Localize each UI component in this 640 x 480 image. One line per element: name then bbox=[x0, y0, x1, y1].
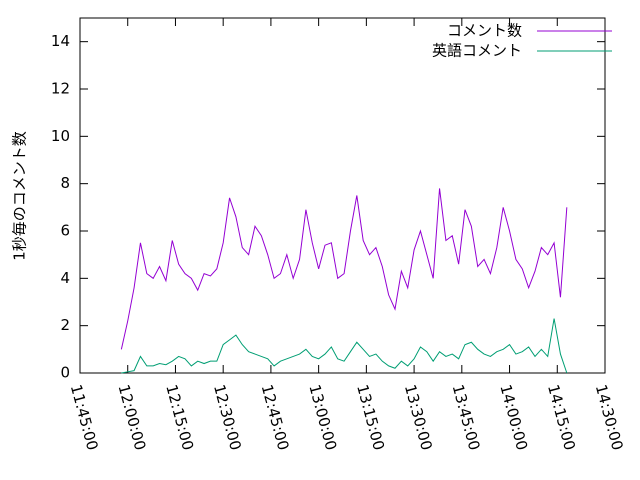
series-line bbox=[121, 318, 568, 374]
x-tick-label: 12:15:00 bbox=[162, 383, 197, 453]
y-tick-label: 14 bbox=[51, 32, 70, 50]
y-tick-label: 6 bbox=[60, 222, 70, 240]
x-tick-label: 14:00:00 bbox=[496, 383, 531, 453]
series-line bbox=[120, 188, 568, 350]
x-tick-label: 14:15:00 bbox=[544, 383, 579, 453]
legend-label: コメント数 bbox=[447, 22, 522, 40]
x-tick-label: 11:45:00 bbox=[67, 383, 102, 453]
x-tick-label: 12:00:00 bbox=[115, 383, 150, 453]
y-tick-label: 8 bbox=[60, 174, 70, 192]
y-tick-label: 10 bbox=[51, 127, 70, 145]
x-tick-label: 13:30:00 bbox=[401, 383, 436, 453]
legend-label: 英語コメント bbox=[432, 42, 522, 60]
x-tick-label: 14:30:00 bbox=[592, 383, 627, 453]
x-tick-label: 13:00:00 bbox=[305, 383, 340, 453]
y-tick-label: 2 bbox=[60, 316, 70, 334]
x-tick-label: 12:30:00 bbox=[210, 383, 245, 453]
plot-frame bbox=[79, 17, 606, 374]
x-tick-label: 12:45:00 bbox=[258, 383, 293, 453]
y-axis-label: 1秒毎のコメント数 bbox=[11, 131, 29, 261]
y-tick-label: 4 bbox=[60, 269, 70, 287]
y-tick-label: 0 bbox=[60, 364, 70, 382]
x-tick-label: 13:45:00 bbox=[449, 383, 484, 453]
x-tick-label: 13:15:00 bbox=[353, 383, 388, 453]
y-tick-label: 12 bbox=[51, 80, 70, 98]
